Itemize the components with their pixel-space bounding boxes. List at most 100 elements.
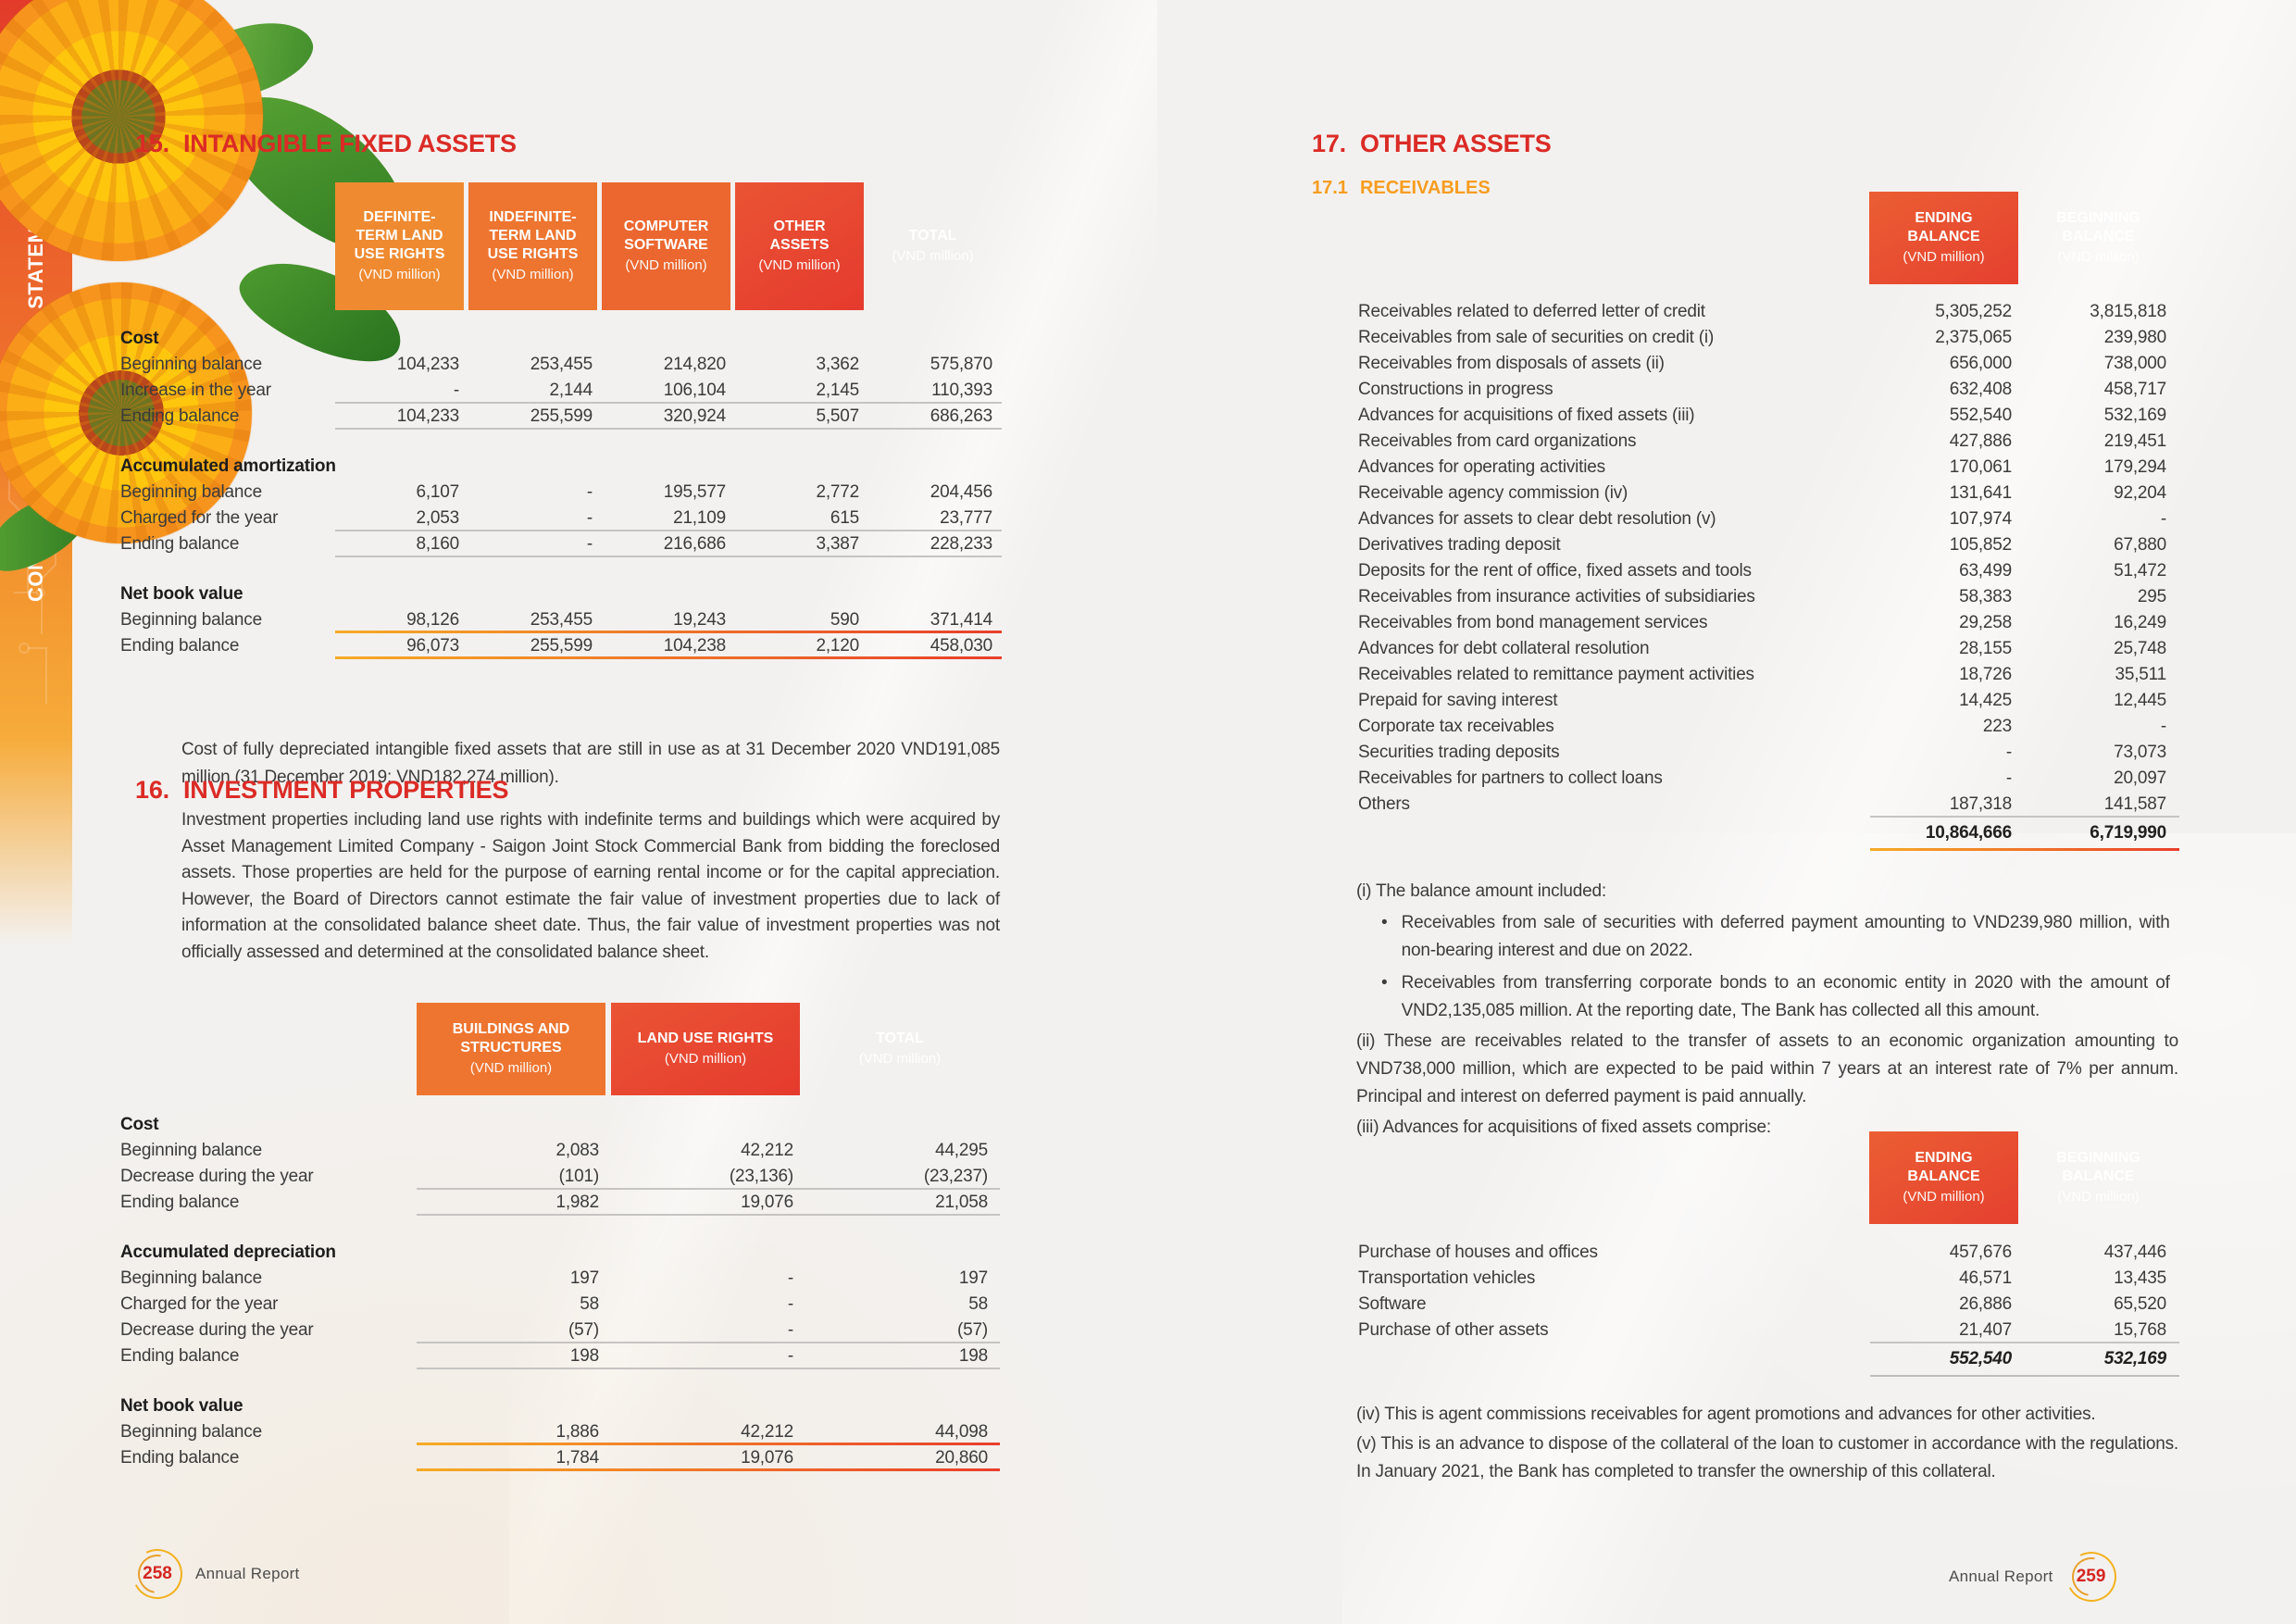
row-label: Receivables related to remittance paymen… [1358, 665, 1754, 684]
column-title: OTHER ASSETS [769, 219, 830, 253]
column-header-cell: BEGINNING BALANCE (VND million) [2024, 192, 2173, 284]
table-cell-value: - [2005, 743, 2012, 762]
table-cell-value: 179,294 [2103, 457, 2166, 477]
row-label: Transportation vehicles [1358, 1268, 1536, 1288]
row-label: Receivables from sale of securities on c… [1358, 328, 1715, 347]
table-row: Advances for acquisitions of fixed asset… [1358, 403, 2179, 429]
table-cell-value: 42,212 [741, 1422, 793, 1442]
table-cell-value: 16,249 [2114, 613, 2166, 632]
table-cell-value: 656,000 [1949, 354, 2012, 373]
table-cell-value: 19,243 [673, 610, 726, 630]
table-row: Securities trading deposits - 73,073 [1358, 740, 2179, 766]
table-cell-value: 3,815,818 [2090, 302, 2166, 321]
table-cell-value: 195,577 [663, 482, 726, 502]
table-cell-value: 253,455 [530, 610, 593, 630]
table-cell-value: 615 [830, 508, 859, 528]
table-cell-value: - [787, 1268, 793, 1288]
column-title: COMPUTER SOFTWARE [623, 219, 709, 253]
column-unit: (VND million) [2057, 249, 2140, 265]
table-cell-value: (57) [957, 1320, 988, 1340]
table-cell-value: 14,425 [1959, 691, 2012, 710]
table-cell-value: 204,456 [930, 482, 992, 502]
column-unit: (VND million) [625, 257, 707, 273]
row-label: Advances for debt collateral resolution [1358, 639, 1650, 658]
table-cell-value: 5,305,252 [1935, 302, 2012, 321]
table-row: Beginning balance 98,126 253,455 19,243 590… [120, 607, 1002, 633]
table-row: Net book value [120, 581, 1002, 607]
table-row: Constructions in progress 632,408 458,717 [1358, 377, 2179, 403]
table-cell-value: 255,599 [530, 406, 593, 426]
table-cell-value: 21,407 [1959, 1320, 2012, 1340]
table-row: Accumulated amortization [120, 454, 1002, 480]
receivables-table: Receivables related to deferred letter o… [1358, 299, 2179, 851]
section-16-paragraph: Investment properties including land use… [181, 810, 1000, 962]
column-unit: (VND million) [469, 1060, 553, 1076]
table-cell-value: 20,097 [2114, 768, 2166, 788]
footer-label: Annual Report [195, 1565, 300, 1582]
column-header-cell: LAND USE RIGHTS (VND million) [611, 1003, 800, 1095]
table-cell-value: 12,445 [2114, 691, 2166, 710]
table-cell-value: 63,499 [1959, 561, 2012, 581]
table-cell-value: 3,362 [816, 355, 859, 374]
row-label: Increase in the year [120, 381, 271, 400]
column-unit: (VND million) [358, 267, 441, 282]
table-cell-value: 35,511 [2115, 665, 2166, 684]
table-row: 10,864,666 6,719,990 [1358, 818, 2179, 851]
table-cell-value: 10,864,666 [1925, 823, 2012, 843]
section-15-heading: 15. INTANGIBLE FIXED ASSETS [135, 130, 517, 158]
table-cell-value: 13,435 [2114, 1268, 2166, 1288]
row-label: Charged for the year [120, 1294, 279, 1314]
table-cell-value: 19,076 [741, 1448, 793, 1468]
page-number-badge: 259 [2066, 1552, 2116, 1602]
table-row: Purchase of other assets 21,407 15,768 [1358, 1318, 2179, 1343]
note-i-intro: (i) The balance amount included: [1356, 881, 1606, 901]
page-number: 258 [143, 1564, 172, 1583]
table-cell-value: 552,540 [1949, 406, 2012, 425]
table-cell-value: 23,777 [940, 508, 992, 528]
table-cell-value: 2,772 [816, 482, 859, 502]
table-cell-value: 214,820 [663, 355, 726, 374]
table-row: Corporate tax receivables 223 - [1358, 714, 2179, 740]
table-cell-value: 170,061 [1949, 457, 2012, 477]
table-cell-value: 28,155 [1959, 639, 2012, 658]
note-iii: (iii) Advances for acquisitions of fixed… [1356, 1118, 1771, 1137]
table-cell-value: 3,387 [816, 534, 859, 554]
table-row: Net book value [120, 1393, 1000, 1419]
table-row: Accumulated depreciation [120, 1240, 1000, 1266]
section-number: 15. [135, 130, 169, 157]
table-row [120, 557, 1002, 581]
section-number: 16. [135, 776, 169, 804]
row-label: Software [1358, 1294, 1427, 1314]
table-cell-value: 42,212 [741, 1141, 793, 1160]
section-16-heading: 16. INVESTMENT PROPERTIES [135, 776, 508, 805]
row-label [120, 1369, 417, 1393]
table-cell-value: 532,169 [2103, 406, 2166, 425]
fixed-asset-advances-table: Purchase of houses and offices 457,676 43… [1358, 1240, 2179, 1377]
table-cell-value: 19,076 [741, 1193, 793, 1212]
table-cell-value: 458,030 [930, 636, 992, 656]
table-cell-value: 18,726 [1959, 665, 2012, 684]
table-row: Advances for assets to clear debt resolu… [1358, 506, 2179, 532]
row-label: Net book value [120, 584, 243, 604]
bullet-item: • Receivables from sale of securities wi… [1381, 909, 2177, 965]
table-row: Decrease during the year (57) - (57) [120, 1318, 1000, 1343]
row-label: Cost [120, 1115, 159, 1134]
row-label: Beginning balance [120, 610, 262, 630]
table-cell-value: 2,083 [555, 1141, 599, 1160]
table-cell-value: 29,258 [1959, 613, 2012, 632]
table-cell-value: 107,974 [1949, 509, 2012, 529]
row-label: Receivables related to deferred letter o… [1358, 302, 1705, 321]
section-title: OTHER ASSETS [1359, 130, 1552, 157]
table-row: Ending balance 104,233 255,599 320,924 5,50… [120, 404, 1002, 430]
table-cell-value: (101) [558, 1167, 600, 1186]
table-cell-value: 198 [569, 1346, 599, 1366]
table-cell-value: - [787, 1346, 793, 1366]
table-cell-value: 253,455 [530, 355, 593, 374]
column-unit: (VND million) [858, 1051, 942, 1067]
column-unit: (VND million) [664, 1051, 747, 1067]
table-cell-value: 216,686 [663, 534, 726, 554]
footer-label: Annual Report [1949, 1568, 2053, 1585]
table-cell-value: 5,507 [816, 406, 859, 426]
column-header-cell: INDEFINITE-TERM LAND USE RIGHTS (VND mil… [468, 182, 597, 310]
table-row: Receivables from disposals of assets (ii… [1358, 351, 2179, 377]
